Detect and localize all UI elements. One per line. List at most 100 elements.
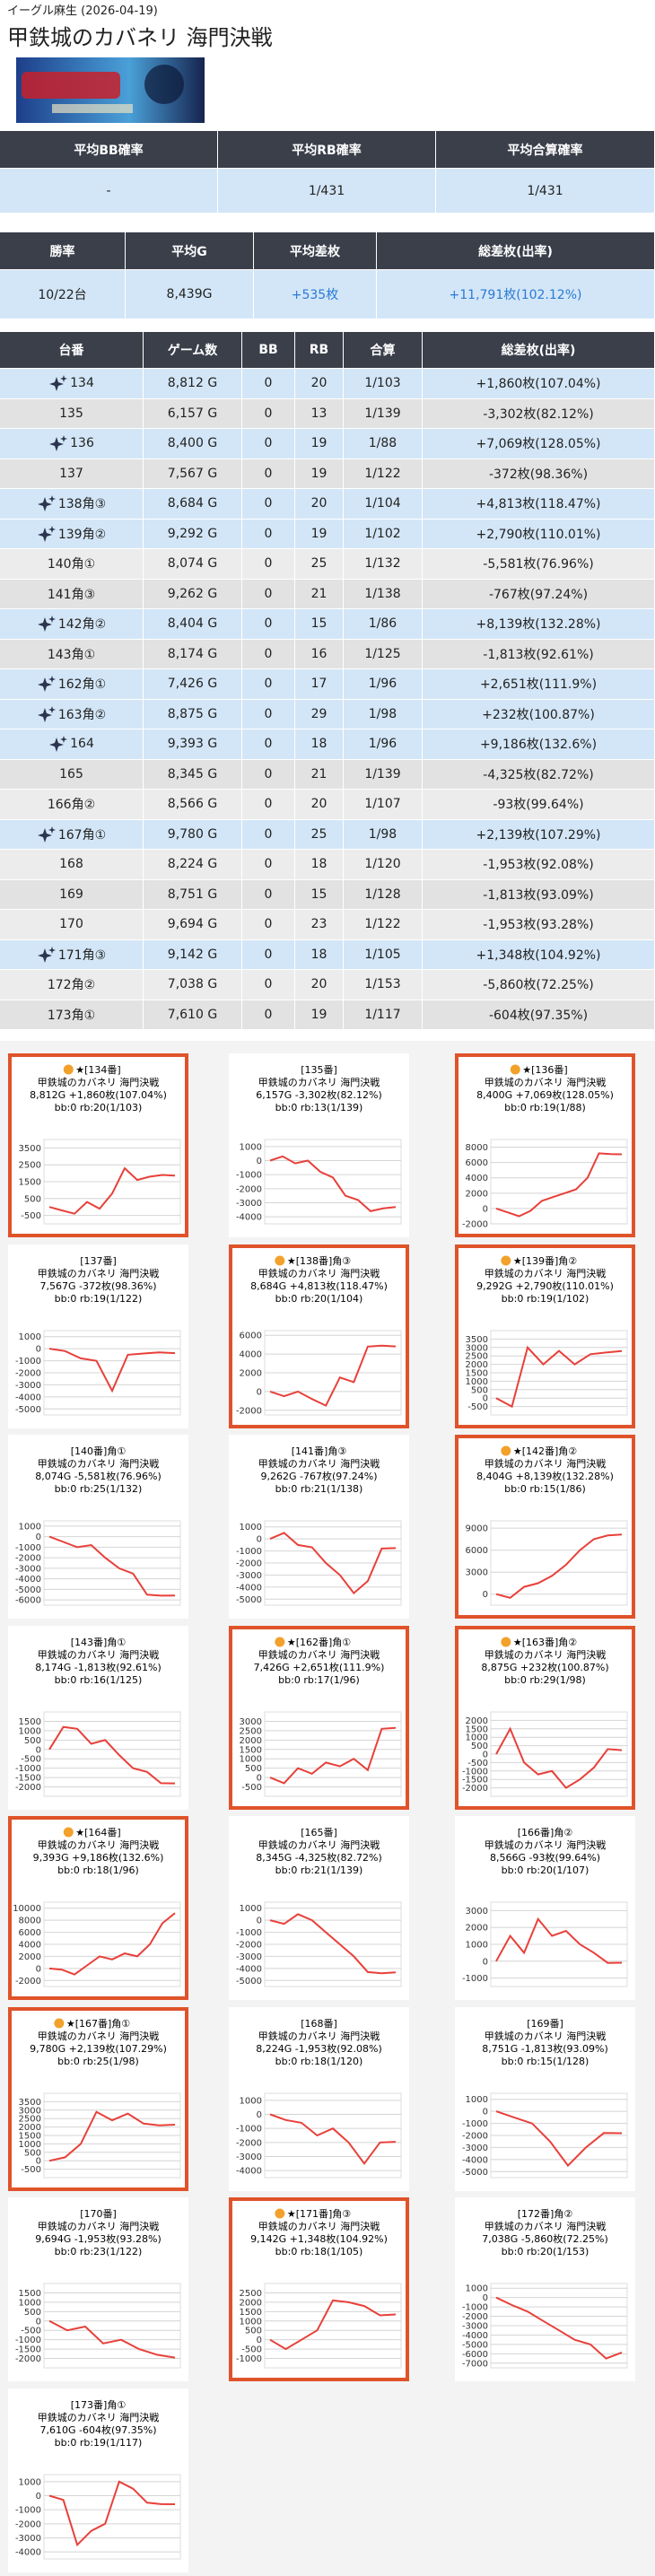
- banner: [16, 57, 205, 123]
- table-cell-text: 15: [310, 886, 328, 902]
- y-tick-label: 1000: [19, 2477, 41, 2487]
- table-cell: +9,186枚(132.6%): [423, 729, 655, 760]
- table-cell: 0: [242, 819, 295, 850]
- table-cell-text: 163角②: [57, 707, 107, 722]
- table-cell-text: 8,074 G: [167, 556, 218, 572]
- card-machine: 甲鉄城のカバネリ 海門決戦: [258, 1267, 380, 1279]
- machine-card: [140番]角① 甲鉄城のカバネリ 海門決戦 8,074G -5,581枚(76.9…: [8, 1435, 188, 1619]
- summary-cell: 8,439G: [126, 270, 254, 319]
- table-cell-text: -1,813枚(92.61%): [483, 647, 594, 662]
- card-counts: bb:0 rb:25(1/132): [55, 1483, 143, 1495]
- table-cell-text: 138角③: [57, 497, 107, 512]
- y-tick-label: 2000: [19, 1952, 41, 1962]
- table-cell-text: +2,651枚(111.9%): [479, 677, 598, 693]
- card-machine: 甲鉄城のカバネリ 海門決戦: [258, 1838, 380, 1851]
- plot-area: [264, 1711, 402, 1796]
- table-cell: 9,142 G: [144, 939, 242, 970]
- table-cell-text: 1/132: [364, 556, 401, 572]
- y-tick-label: 1500: [240, 2308, 262, 2318]
- table-cell: 8,345 G: [144, 759, 242, 790]
- plot-area: [264, 2283, 402, 2369]
- card-stats: 8,345G -4,325枚(82.72%): [256, 1851, 382, 1864]
- header-cell-text: 平均BB確率: [74, 143, 144, 158]
- y-tick-label: -2000: [462, 1220, 488, 1230]
- plot-area: [264, 1139, 402, 1225]
- table-cell: 0: [242, 369, 295, 399]
- y-tick-label: 0: [36, 1964, 41, 1974]
- sparkle: [37, 947, 52, 963]
- y-tick-label: 2000: [466, 1189, 488, 1199]
- y-tick-label: 0: [257, 1917, 262, 1926]
- table-cell: +1,860枚(107.04%): [423, 369, 655, 399]
- thumb-icon: [275, 2208, 285, 2219]
- thumb-icon: [54, 2018, 65, 2028]
- y-tick-label: -2000: [15, 2354, 41, 2364]
- sparkle: [37, 497, 52, 512]
- card-stats: 9,780G +2,139枚(107.29%): [30, 2042, 167, 2055]
- y-tick-label: -500: [467, 1758, 488, 1768]
- table-cell-text: 13: [310, 406, 328, 421]
- card-counts: bb:0 rb:19(1/102): [502, 1293, 590, 1305]
- card-title: ★[167番]角①: [66, 2018, 130, 2030]
- y-tick-label: 8000: [466, 1143, 488, 1153]
- table-cell-text: 0: [264, 556, 273, 572]
- table-cell-text: +9,186枚(132.6%): [479, 738, 598, 753]
- sparkle-small: [48, 676, 56, 684]
- table-cell: 136: [0, 429, 144, 459]
- table-cell: 1/117: [344, 1000, 423, 1030]
- table-cell-text: 172角②: [47, 978, 96, 993]
- summary-cell-text: 1/431: [527, 183, 563, 198]
- table-cell-text: 9,780 G: [167, 826, 218, 842]
- table-cell: 15: [295, 879, 344, 910]
- card-title: [172番]角②: [518, 2208, 573, 2220]
- y-tick-label: 0: [36, 2492, 41, 2502]
- y-tick-label: -2000: [236, 1406, 262, 1416]
- table-cell: 1/107: [344, 790, 423, 820]
- table-cell: 0: [242, 939, 295, 970]
- page-title: 甲鉄城のカバネリ 海門決戦: [7, 25, 273, 50]
- machine-card: [143番]角① 甲鉄城のカバネリ 海門決戦 8,174G -1,813枚(92.6…: [8, 1625, 188, 1810]
- header-cell: 平均G: [126, 232, 254, 270]
- y-tick-label: 3500: [19, 2097, 41, 2107]
- table-cell: 1/132: [344, 549, 423, 580]
- card-counts: bb:0 rb:23(1/122): [55, 2246, 143, 2257]
- table-cell: 140角①: [0, 549, 144, 580]
- sparkle-icon: [37, 525, 56, 542]
- header-cell: 勝率: [0, 232, 126, 270]
- y-tick-label: -2000: [15, 2519, 41, 2529]
- table-cell-text: 0: [264, 886, 273, 902]
- card-counts: bb:0 rb:21(1/138): [275, 1483, 363, 1495]
- y-tick-label: -5000: [462, 2340, 488, 2350]
- table-cell: 23: [295, 910, 344, 940]
- card-title: ★[163番]角②: [513, 1637, 577, 1648]
- balance-line: [269, 1726, 397, 1785]
- y-tick-label: -1000: [462, 2119, 488, 2129]
- thumb-icon: [501, 1637, 511, 1646]
- sparkle: [37, 677, 52, 693]
- table-cell-text: 0: [264, 917, 273, 932]
- y-tick-label: -4000: [236, 2166, 262, 2176]
- table-cell-text: +4,813枚(118.47%): [476, 497, 601, 512]
- card-machine: 甲鉄城のカバネリ 海門決戦: [38, 1838, 160, 1851]
- table-cell: 1/86: [344, 609, 423, 640]
- balance-line: [495, 1345, 623, 1408]
- y-tick-label: 0: [483, 1957, 488, 1967]
- table-cell: 1/139: [344, 759, 423, 790]
- card-title: [173番]角①: [71, 2399, 127, 2411]
- table-cell-text: -5,581枚(76.96%): [483, 557, 594, 572]
- table-cell-text: -4,325枚(82.72%): [483, 767, 594, 782]
- card-title: ★[142番]角②: [513, 1445, 577, 1457]
- y-tick-label: -1000: [462, 1974, 488, 1984]
- summary-cell: 1/431: [218, 169, 436, 214]
- card-stats: 8,224G -1,953枚(92.08%): [256, 2042, 382, 2055]
- header-cell-text: 総差枚(出率): [478, 244, 553, 259]
- machine-card: ★[138番]角③ 甲鉄城のカバネリ 海門決戦 8,684G +4,813枚(118…: [229, 1244, 409, 1428]
- table-cell: 0: [242, 970, 295, 1000]
- balance-line: [269, 2299, 397, 2351]
- table-cell-text: 168: [59, 857, 83, 872]
- table-cell: 163角②: [0, 699, 144, 729]
- card-title: [137番]: [80, 1255, 117, 1267]
- y-tick-label: 2000: [466, 1360, 488, 1370]
- table-cell: 0: [242, 879, 295, 910]
